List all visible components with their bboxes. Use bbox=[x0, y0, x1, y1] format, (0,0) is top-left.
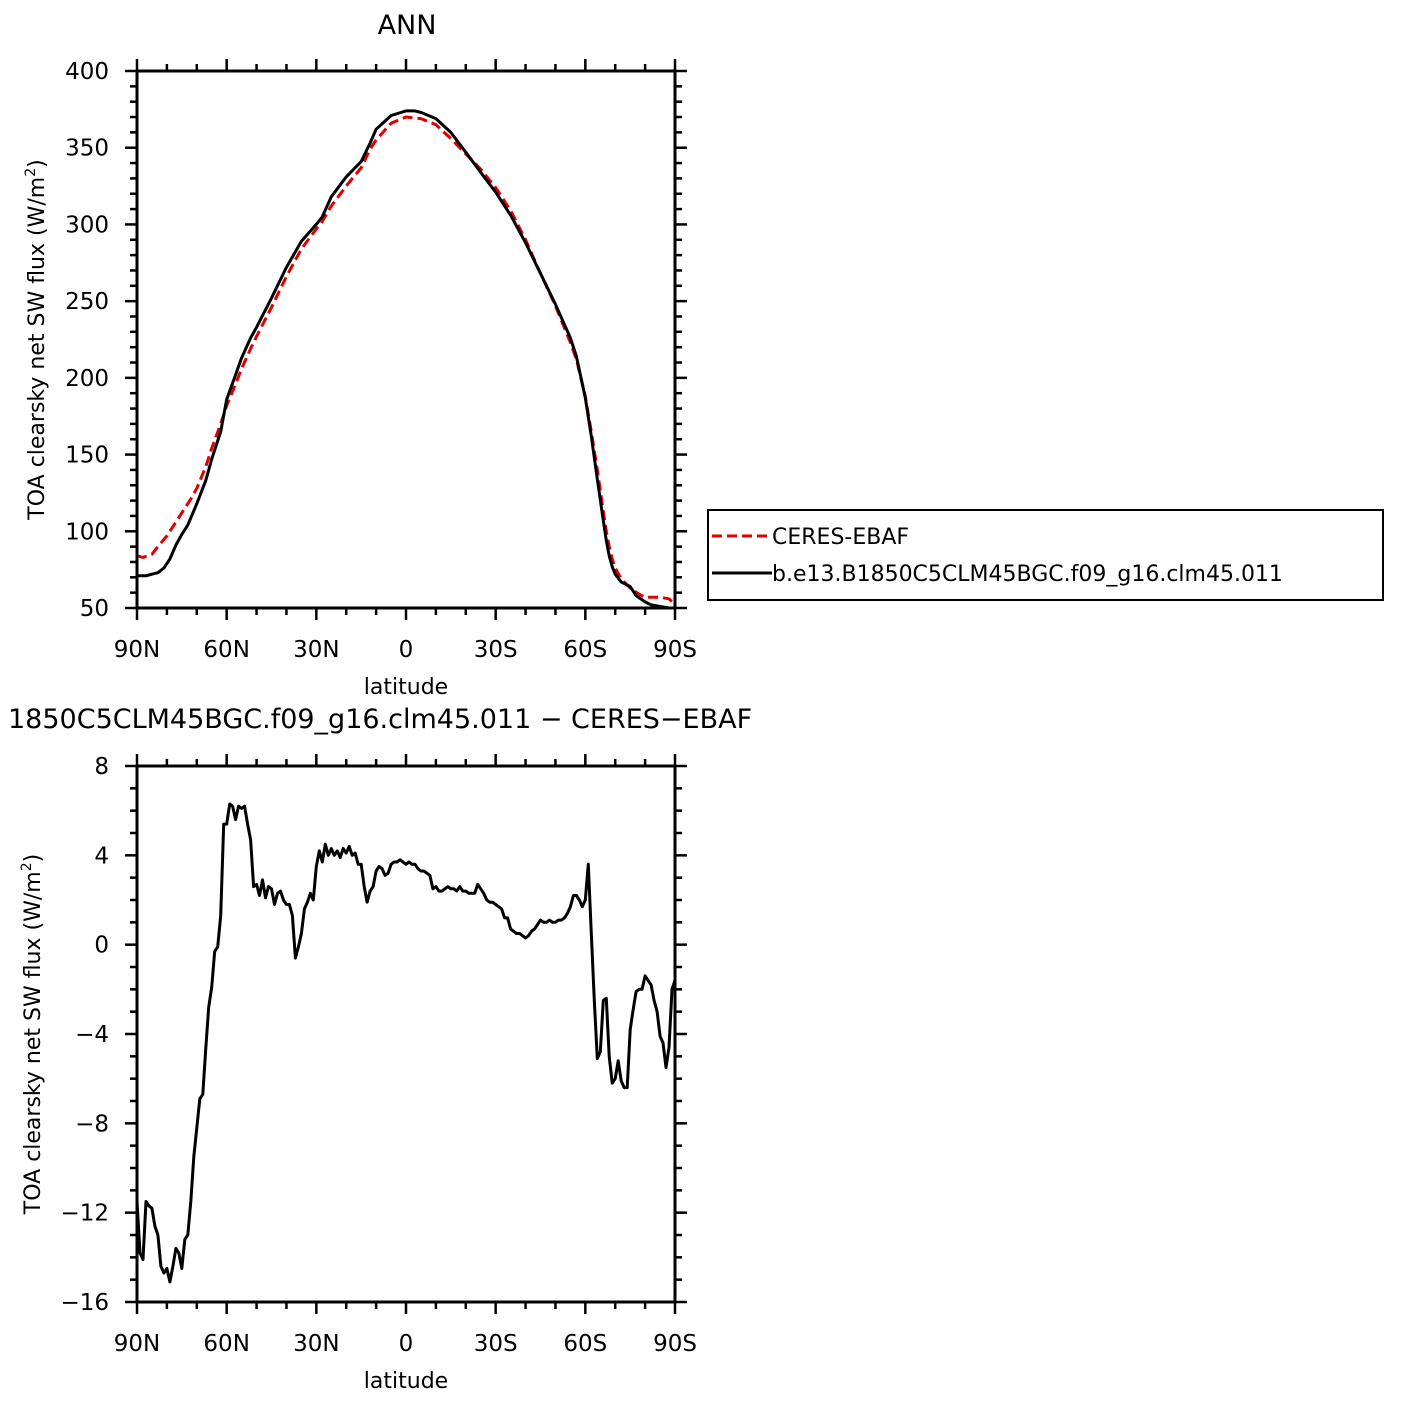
y-tick-label: 350 bbox=[65, 136, 109, 162]
legend-label: CERES-EBAF bbox=[772, 525, 909, 550]
legend-label: b.e13.B1850C5CLM45BGC.f09_g16.clm45.011 bbox=[772, 562, 1283, 587]
series-line-1 bbox=[137, 802, 675, 1284]
x-tick-label: 90N bbox=[114, 1331, 160, 1357]
legend: CERES-EBAF b.e13.B1850C5CLM45BGC.f09_g16.… bbox=[707, 509, 1384, 601]
plot-frame bbox=[135, 69, 677, 610]
x-axis-label: latitude bbox=[364, 1369, 448, 1394]
y-tick-label: −4 bbox=[75, 1022, 109, 1048]
chart-title: ANN bbox=[378, 10, 437, 41]
y-axis-label: TOA clearsky net SW flux (W/m2) bbox=[19, 854, 46, 1215]
y-tick-label: 200 bbox=[65, 366, 109, 392]
y-tick-label: 400 bbox=[65, 59, 109, 85]
y-tick-label: 100 bbox=[65, 519, 109, 545]
x-tick-label: 30S bbox=[474, 637, 518, 663]
x-tick-label: 60N bbox=[203, 1331, 249, 1357]
plot-frame bbox=[135, 764, 677, 1304]
y-tick-label: 300 bbox=[65, 212, 109, 238]
x-tick-label: 30S bbox=[474, 1331, 518, 1357]
y-tick-label: −12 bbox=[60, 1201, 109, 1227]
x-tick-label: 30N bbox=[293, 1331, 339, 1357]
y-tick-label: 8 bbox=[94, 754, 109, 780]
y-tick-label: 0 bbox=[94, 933, 109, 959]
series-line-1 bbox=[137, 115, 675, 606]
chart-panel-2: 1850C5CLM45BGC.f09_g16.clm45.011 − CERES… bbox=[8, 704, 752, 1394]
x-tick-label: 90N bbox=[114, 637, 160, 663]
chart-panel-1: ANN 90N 60N 30N 0 30S 60S 90S 400 350 300 250 200 150… bbox=[23, 10, 1384, 700]
x-tick-label: 0 bbox=[399, 1331, 414, 1357]
y-tick-label: 4 bbox=[94, 843, 109, 869]
y-tick-label: 150 bbox=[65, 443, 109, 469]
x-tick-label: 60S bbox=[563, 1331, 607, 1357]
x-tick-label: 30N bbox=[293, 637, 339, 663]
series-line-2 bbox=[137, 109, 673, 608]
y-axis-label: TOA clearsky net SW flux (W/m2) bbox=[23, 159, 50, 520]
y-tick-label: −8 bbox=[75, 1111, 109, 1137]
x-tick-label: 60S bbox=[563, 637, 607, 663]
x-tick-label: 0 bbox=[399, 637, 414, 663]
y-tick-label: 250 bbox=[65, 289, 109, 315]
x-tick-label: 60N bbox=[203, 637, 249, 663]
y-tick-label: −16 bbox=[60, 1290, 109, 1316]
y-tick-label: 50 bbox=[80, 596, 109, 622]
x-axis-label: latitude bbox=[364, 675, 448, 700]
legend-box bbox=[707, 509, 1384, 601]
x-tick-label: 90S bbox=[653, 637, 697, 663]
x-tick-label: 90S bbox=[653, 1331, 697, 1357]
chart-title: 1850C5CLM45BGC.f09_g16.clm45.011 − CERES… bbox=[8, 704, 752, 735]
